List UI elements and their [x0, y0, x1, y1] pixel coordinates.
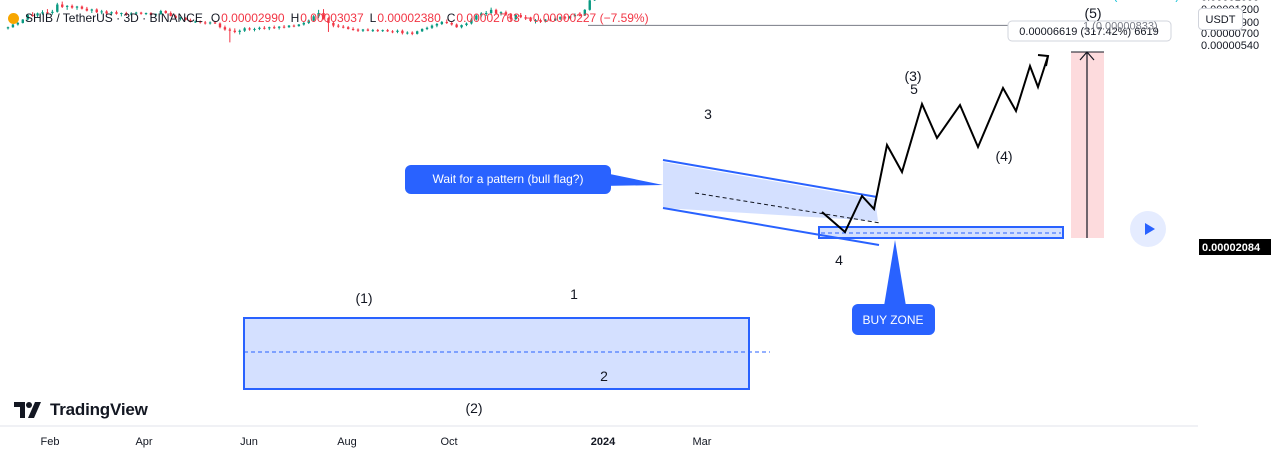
candle-body — [234, 31, 236, 32]
candle-body — [61, 4, 63, 6]
symbol-legend: SHIB / TetherUS · 3D · BINANCE O 0.00002… — [8, 8, 649, 28]
candle-body — [229, 30, 231, 31]
wave-label: 4 — [835, 252, 843, 268]
close-value: 0.00002763 — [456, 11, 519, 25]
tradingview-logo[interactable]: TradingView — [14, 400, 148, 420]
candle — [377, 29, 379, 32]
change-value: −0.00000227 (−7.59%) — [526, 11, 649, 25]
wave-label: 5 — [910, 81, 918, 97]
time-tick-label: Feb — [41, 436, 60, 448]
symbol-title[interactable]: SHIB / TetherUS · 3D · BINANCE — [25, 11, 203, 25]
candle — [372, 29, 374, 32]
buy-zone-callout-text: BUY ZONE — [862, 313, 923, 327]
time-tick-label: Jun — [240, 436, 258, 448]
wave-label: (4) — [995, 148, 1012, 164]
wave-label: 3 — [704, 106, 712, 122]
candle-body — [243, 28, 245, 30]
buy-zone-callout[interactable]: BUY ZONE — [852, 240, 935, 335]
wave-label: (1) — [355, 290, 372, 306]
candle-body — [248, 28, 250, 29]
time-tick-label: 2024 — [591, 436, 616, 448]
candle — [411, 31, 413, 35]
currency-button[interactable]: USDT — [1198, 8, 1243, 30]
price-tag[interactable]: 0.00002084 — [1199, 239, 1271, 255]
candle — [229, 28, 231, 43]
candle-body — [421, 29, 423, 31]
fib-level-label: 1 (0.00000833) — [1083, 20, 1158, 32]
open-label: O — [211, 11, 220, 25]
candle — [406, 31, 408, 34]
high-label: H — [291, 11, 300, 25]
candle — [416, 31, 418, 35]
callout-pointer — [884, 240, 906, 306]
time-tick-label: Apr — [135, 436, 152, 448]
candle — [362, 29, 364, 32]
low-value: 0.00002380 — [377, 11, 440, 25]
price-tick-label: 0.00000540 — [1201, 40, 1259, 52]
candle — [396, 30, 398, 34]
candle-body — [253, 29, 255, 30]
high-value: 0.00003037 — [300, 11, 363, 25]
wave-label: 2 — [600, 368, 608, 384]
candle — [421, 28, 423, 32]
candle — [593, 0, 595, 1]
candle — [234, 28, 236, 33]
candle-body — [66, 6, 68, 7]
wave-arrow-head — [1038, 55, 1048, 66]
candle-body — [357, 30, 359, 31]
candle — [367, 28, 369, 31]
candle-body — [352, 29, 354, 30]
candle-body — [381, 30, 383, 31]
candle — [386, 29, 388, 32]
price-tag-text: 0.00002084 — [1202, 242, 1261, 254]
close-label: C — [447, 11, 456, 25]
shib-coin-icon — [8, 13, 19, 24]
candle-body — [377, 30, 379, 31]
candle — [357, 28, 359, 32]
candle-body — [406, 33, 408, 34]
bull-flag-callout[interactable]: Wait for a pattern (bull flag?) — [405, 165, 663, 194]
tradingview-logo-icon — [14, 402, 44, 418]
candle-body — [416, 31, 418, 34]
wave-label: (2) — [465, 400, 482, 416]
candle — [253, 28, 255, 32]
drawings-back-layer — [0, 0, 1198, 389]
candle-body — [362, 30, 364, 31]
time-tick-label: Mar — [693, 436, 712, 448]
candle-body — [367, 30, 369, 31]
price-tick-label: 0.00001600 — [1201, 0, 1259, 3]
candle — [391, 30, 393, 33]
wave-label: 1 — [570, 286, 578, 302]
time-axis[interactable]: Feb Apr Jun Aug Oct 2024 Mar — [0, 426, 1198, 448]
fib-level-label: 0.786 (0.00001626) — [1083, 0, 1179, 3]
candle-body — [401, 31, 403, 33]
bull-flag-callout-text: Wait for a pattern (bull flag?) — [433, 172, 584, 186]
candle-body — [396, 31, 398, 32]
candle-body — [391, 31, 393, 32]
low-label: L — [370, 11, 377, 25]
candle-body — [372, 30, 374, 31]
replay-play-button[interactable] — [1130, 211, 1166, 247]
price-axis[interactable]: 0.000090000.000070000.000055000.00004000… — [1198, 0, 1273, 459]
candle — [381, 30, 383, 32]
price-axis-bg — [1198, 0, 1273, 459]
consolidation-box[interactable] — [244, 318, 749, 389]
candle-body — [411, 33, 413, 34]
candle-body — [239, 31, 241, 32]
candle — [401, 30, 403, 35]
time-tick-label: Aug — [337, 436, 357, 448]
wave-label: (5) — [1084, 5, 1101, 21]
time-tick-label: Oct — [440, 436, 457, 448]
candle-body — [386, 30, 388, 31]
tradingview-logo-text: TradingView — [50, 400, 148, 420]
candle — [239, 30, 241, 35]
open-value: 0.00002990 — [221, 11, 284, 25]
